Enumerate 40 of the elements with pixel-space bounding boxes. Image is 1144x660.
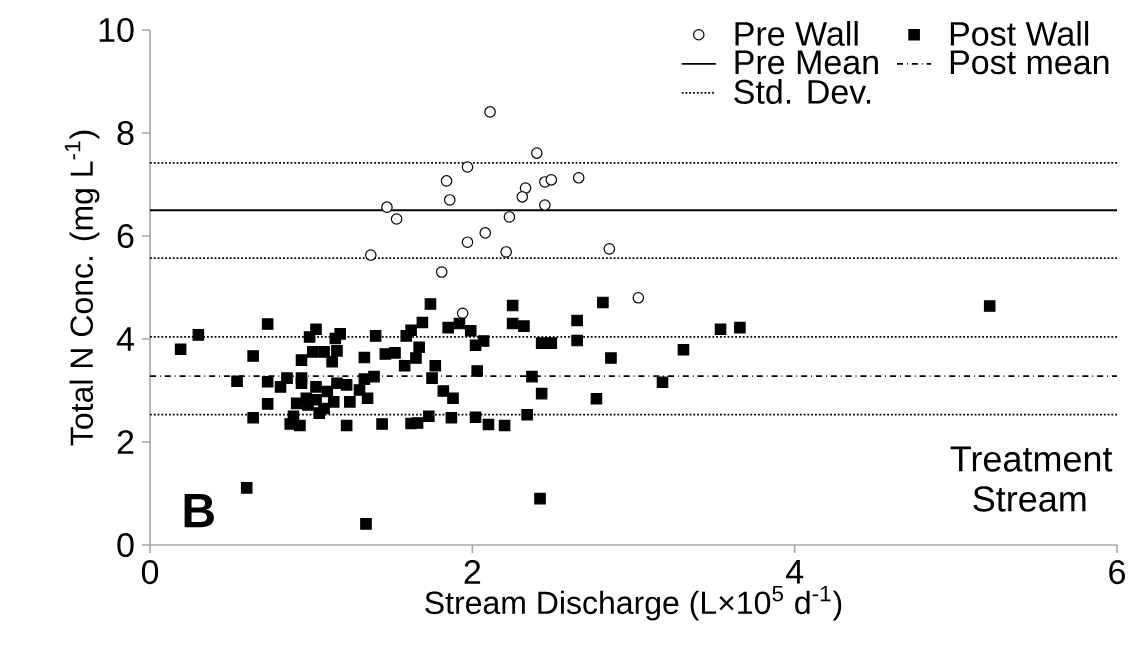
x-axis-title: Stream Discharge (L×10$^{5}$ d$^{-1}$) xyxy=(425,585,842,621)
point xyxy=(503,211,516,223)
x-tick-label: 6 xyxy=(1109,560,1125,585)
point xyxy=(440,175,453,187)
point xyxy=(632,292,645,304)
point xyxy=(516,191,529,203)
y-tick-label: 2 xyxy=(117,430,134,454)
point xyxy=(390,213,403,225)
y-tick-label: 10 xyxy=(99,17,134,43)
legend-label: Post mean xyxy=(950,50,1109,75)
point xyxy=(519,182,532,194)
x-tick-label: 2 xyxy=(464,560,481,584)
point xyxy=(456,307,469,320)
point xyxy=(545,174,558,186)
legend-label: Pre Wall xyxy=(735,20,858,46)
legend-label: Post Wall xyxy=(950,20,1089,46)
y-tick-label: 4 xyxy=(116,327,134,351)
annotation: B xyxy=(184,494,214,528)
point xyxy=(381,201,393,213)
x-tick-label: 4 xyxy=(786,560,804,584)
annotation: Treatment Stream xyxy=(950,446,1113,512)
point xyxy=(539,199,551,211)
point xyxy=(572,172,585,184)
y-tick-label: 8 xyxy=(117,120,134,146)
point xyxy=(603,243,616,255)
point xyxy=(443,194,456,206)
point xyxy=(461,161,474,173)
point xyxy=(531,147,543,159)
point xyxy=(461,236,474,248)
point xyxy=(365,249,377,261)
y-axis-title: Total N Conc. (mg L$^{-1}$) xyxy=(64,130,100,446)
legend-label: Pre Mean xyxy=(735,50,878,75)
point xyxy=(479,227,492,239)
point xyxy=(500,246,512,258)
point xyxy=(484,106,496,118)
x-tick-label: 0 xyxy=(141,560,159,585)
legend-label: Std. Dev. xyxy=(734,78,871,104)
y-tick-label: 6 xyxy=(117,223,134,249)
y-tick-label: 0 xyxy=(117,532,134,558)
point xyxy=(435,266,448,278)
